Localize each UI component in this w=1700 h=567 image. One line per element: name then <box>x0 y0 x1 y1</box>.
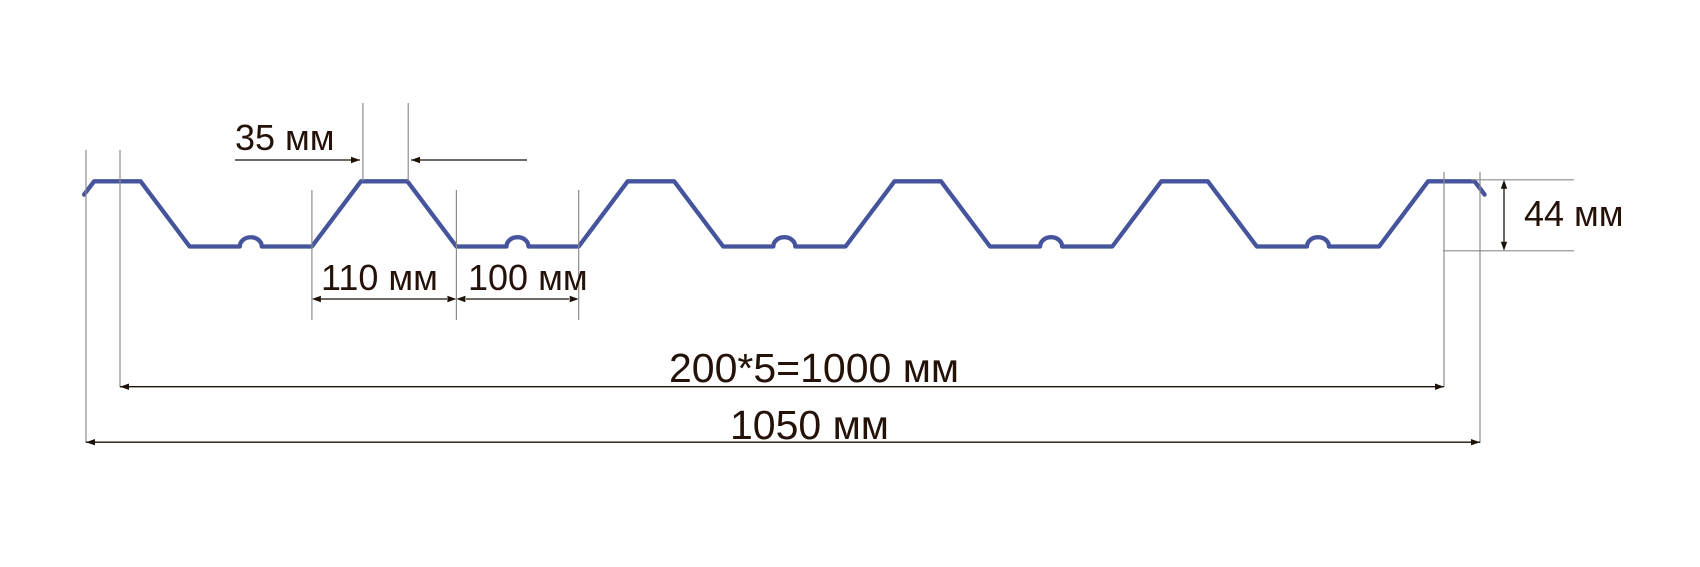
svg-text:1050 мм: 1050 мм <box>730 402 889 448</box>
svg-text:100 мм: 100 мм <box>468 257 588 298</box>
svg-text:200*5=1000 мм: 200*5=1000 мм <box>669 345 959 391</box>
svg-text:110 мм: 110 мм <box>321 257 438 298</box>
svg-text:44 мм: 44 мм <box>1524 193 1624 234</box>
svg-text:35 мм: 35 мм <box>235 117 335 158</box>
